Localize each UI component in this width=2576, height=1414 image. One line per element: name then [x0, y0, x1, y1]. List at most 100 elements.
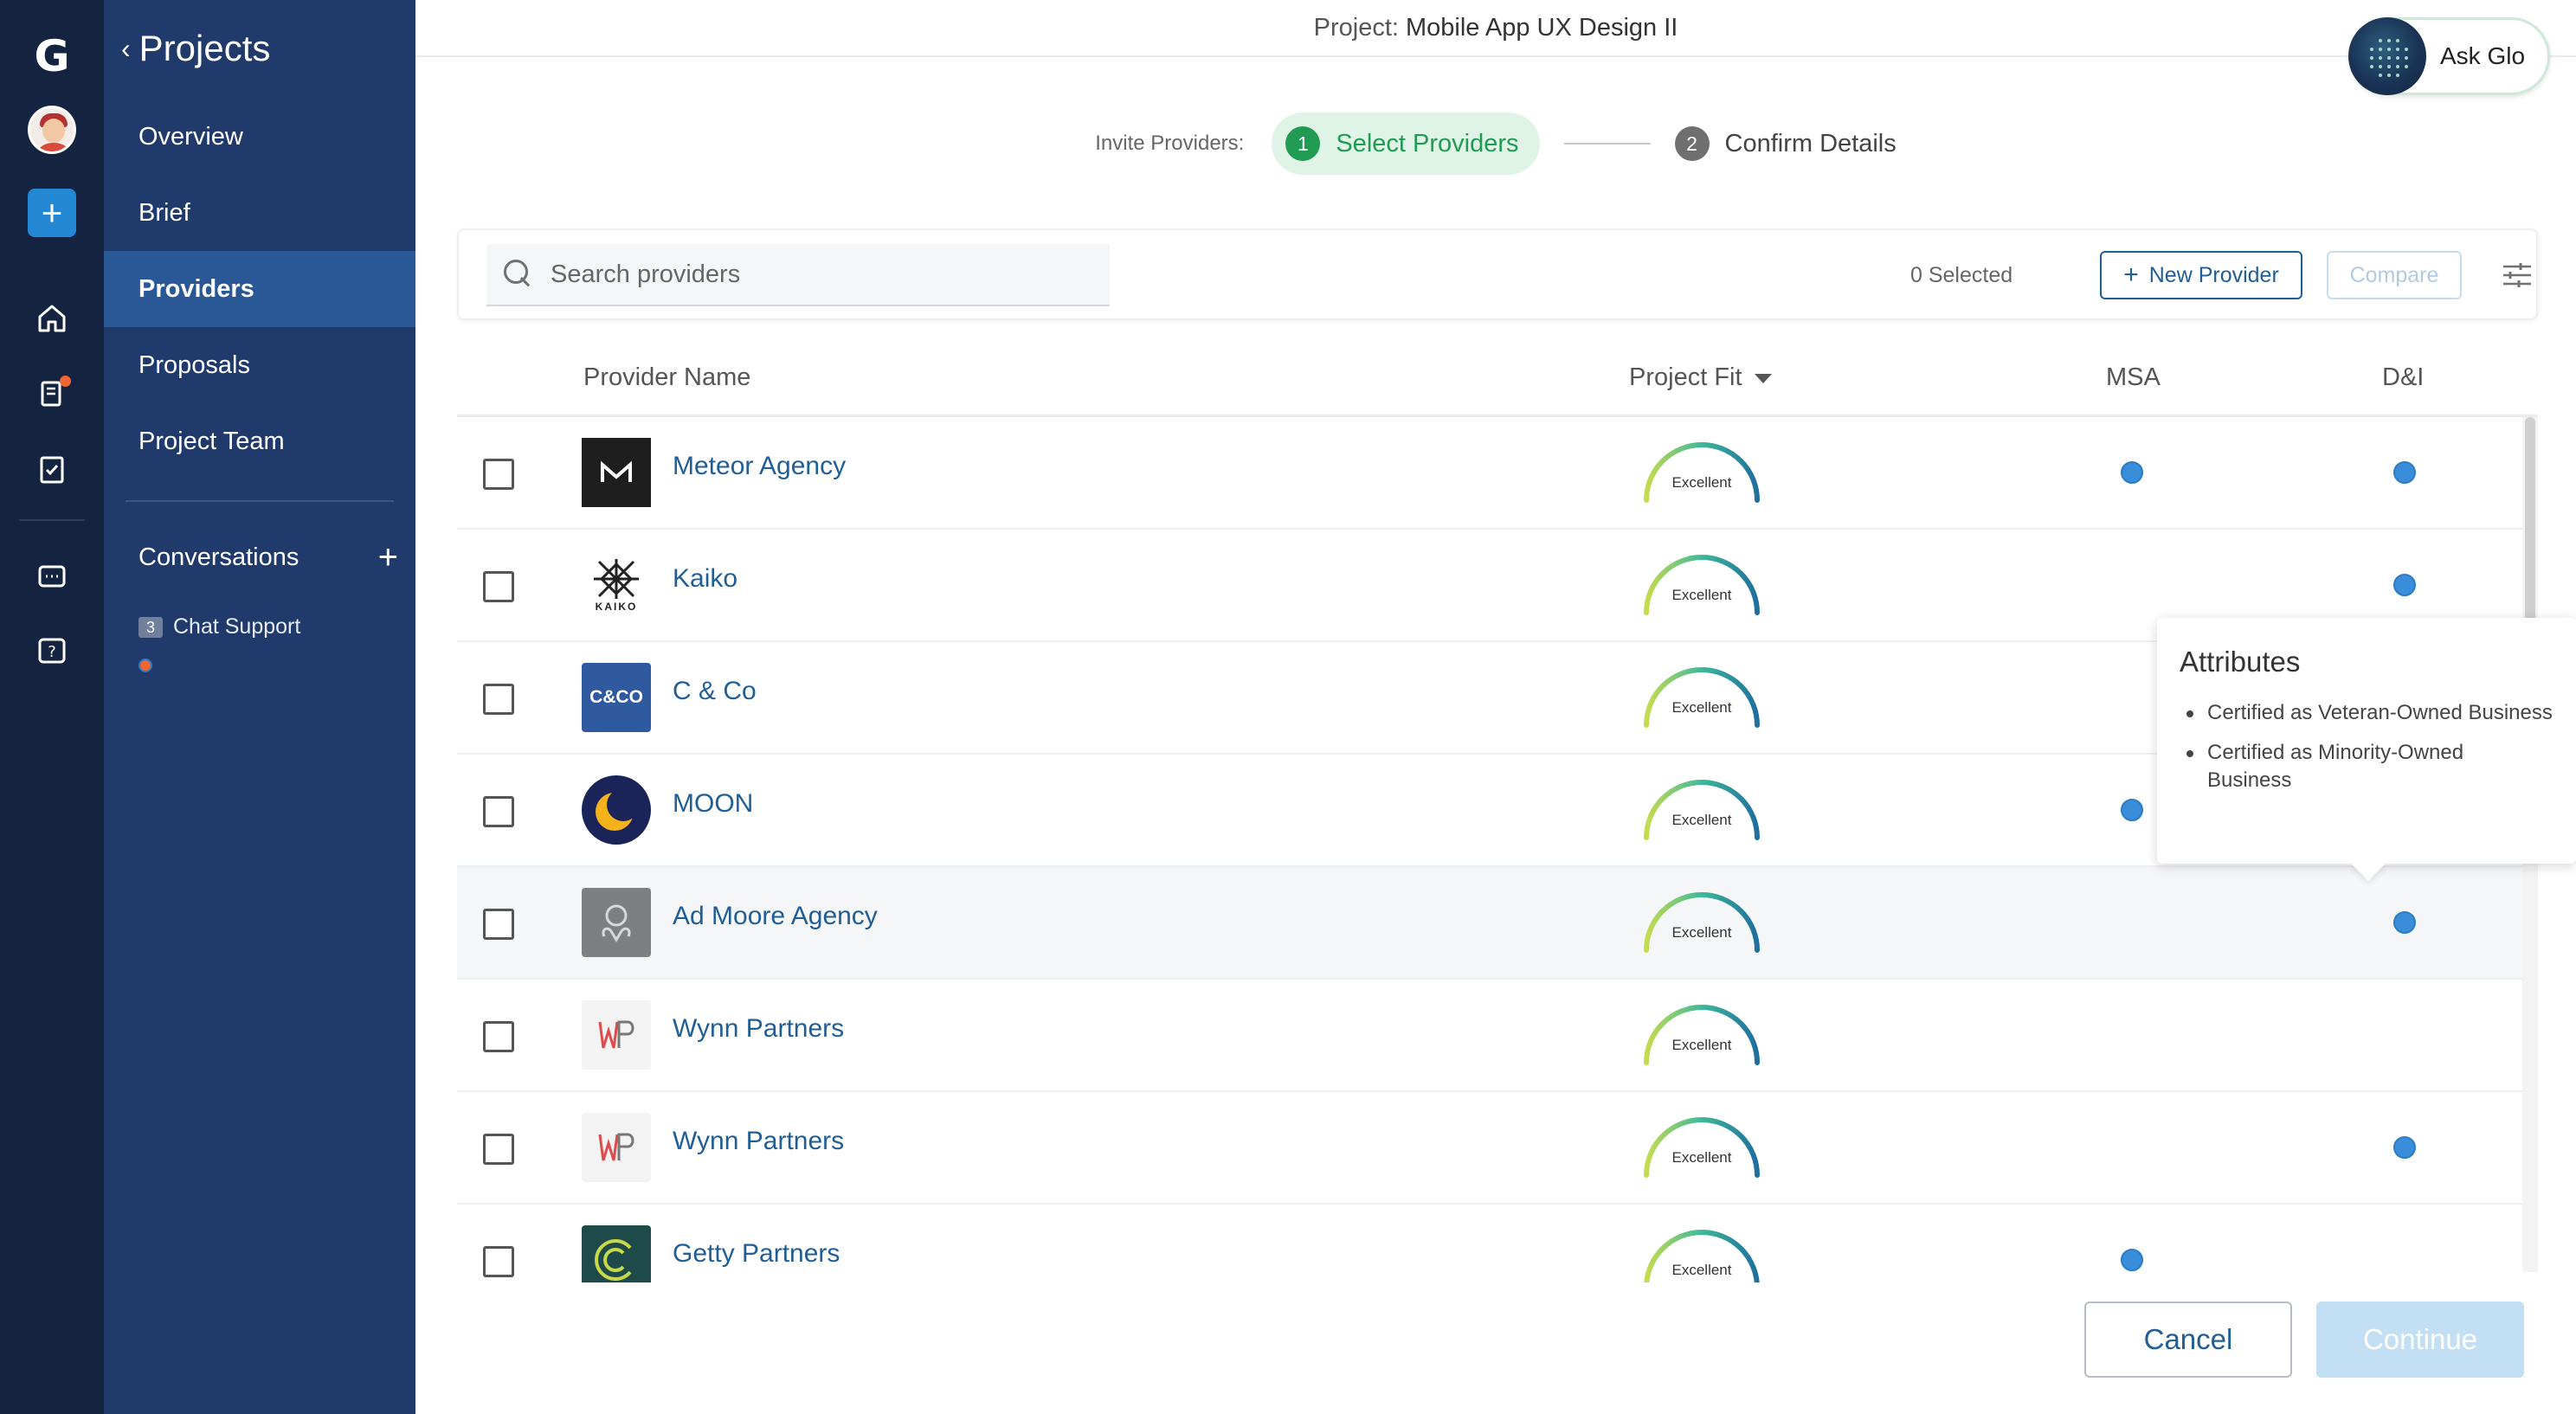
msa-indicator[interactable]: [2121, 461, 2143, 484]
table-row[interactable]: Meteor Agency Excellent: [457, 417, 2522, 530]
msa-indicator[interactable]: [2121, 1249, 2143, 1271]
compare-button[interactable]: Compare: [2327, 251, 2462, 299]
search-input[interactable]: [551, 260, 1087, 289]
column-provider-name[interactable]: Provider Name: [583, 363, 750, 392]
table-row[interactable]: C&CO C & Co Excellent: [457, 642, 2522, 755]
row-checkbox[interactable]: [483, 1021, 514, 1052]
moon-logo: [582, 775, 651, 845]
home-icon[interactable]: [26, 292, 78, 344]
kaiko-logo-text: KAIKO: [595, 601, 638, 613]
kaiko-logo: KAIKO: [582, 550, 651, 620]
filter-settings-icon[interactable]: [2502, 261, 2533, 289]
fit-label: Excellent: [1671, 587, 1732, 603]
admoore-logo: [582, 888, 651, 957]
fit-label: Excellent: [1671, 474, 1732, 491]
project-prefix: Project:: [1313, 13, 1399, 42]
help-icon[interactable]: ?: [26, 625, 78, 677]
column-label: Provider Name: [583, 363, 751, 391]
sidebar-item-providers[interactable]: Providers: [104, 251, 415, 327]
continue-button[interactable]: Continue: [2316, 1302, 2524, 1378]
row-checkbox[interactable]: [483, 796, 514, 827]
fit-label: Excellent: [1671, 812, 1732, 828]
fit-label: Excellent: [1671, 699, 1732, 716]
di-indicator[interactable]: [2393, 461, 2416, 484]
table-header: Provider Name Project Fit MSA D&I: [457, 355, 2538, 417]
chat-icon[interactable]: [26, 550, 78, 602]
search-box[interactable]: [486, 244, 1110, 306]
project-fit-gauge: Excellent: [1641, 1002, 1762, 1080]
meteor-logo: [582, 438, 651, 507]
gauge-arc: [1644, 555, 1760, 615]
documents-icon[interactable]: [26, 367, 78, 419]
row-checkbox[interactable]: [483, 571, 514, 602]
tooltip-title: Attributes: [2180, 646, 2301, 678]
sidebar-item-proposals[interactable]: Proposals: [104, 327, 415, 403]
project-sidebar: ‹ Projects Overview Brief Providers Prop…: [104, 0, 415, 1414]
wynn-logo: [582, 1113, 651, 1182]
sidebar-item-brief[interactable]: Brief: [104, 175, 415, 251]
ask-glo-button[interactable]: Ask Glo: [2348, 17, 2550, 95]
msa-indicator[interactable]: [2121, 799, 2143, 821]
table-row[interactable]: KAIKO Kaiko Excellent: [457, 530, 2522, 642]
fit-label: Excellent: [1671, 1037, 1732, 1053]
create-plus-button[interactable]: +: [28, 189, 76, 237]
cco-logo-text: C&CO: [589, 687, 643, 707]
row-checkbox[interactable]: [483, 684, 514, 715]
project-fit-gauge: Excellent: [1641, 440, 1762, 517]
ask-glo-label: Ask Glo: [2440, 42, 2526, 69]
column-msa[interactable]: MSA: [2106, 363, 2161, 392]
step-confirm-details[interactable]: 2 Confirm Details: [1674, 126, 1897, 161]
di-indicator[interactable]: [2393, 911, 2416, 934]
back-to-projects[interactable]: ‹ Projects: [121, 28, 270, 69]
chat-support-item[interactable]: 3 Chat Support: [138, 614, 398, 672]
add-conversation-icon[interactable]: +: [377, 538, 398, 576]
step-select-providers[interactable]: 1 Select Providers: [1272, 112, 1540, 175]
chat-support-label: Chat Support: [173, 614, 301, 639]
avatar[interactable]: [28, 106, 76, 154]
provider-name-link[interactable]: Kaiko: [673, 564, 738, 593]
gauge-arc: [1644, 892, 1760, 953]
chat-count-badge: 3: [138, 616, 163, 638]
row-checkbox[interactable]: [483, 459, 514, 490]
table-row[interactable]: Wynn Partners Excellent: [457, 1092, 2522, 1205]
column-label: D&I: [2382, 363, 2425, 391]
row-checkbox[interactable]: [483, 1134, 514, 1165]
stepper-lead: Invite Providers:: [1095, 132, 1245, 155]
provider-name-link[interactable]: MOON: [673, 789, 754, 818]
sidebar-item-overview[interactable]: Overview: [104, 99, 415, 175]
sidebar-item-label: Overview: [138, 122, 243, 151]
providers-table-body: Meteor Agency Excellent KAIKO Kaiko Exce…: [457, 417, 2522, 1282]
step-connector: [1563, 143, 1651, 145]
provider-name-link[interactable]: Wynn Partners: [673, 1127, 845, 1155]
provider-name-link[interactable]: Meteor Agency: [673, 452, 847, 480]
cancel-button[interactable]: Cancel: [2084, 1302, 2292, 1378]
row-checkbox[interactable]: [483, 1246, 514, 1277]
column-di[interactable]: D&I: [2382, 363, 2424, 392]
attribute-item: Certified as Minority-Owned Business: [2180, 739, 2553, 794]
fit-label: Excellent: [1671, 1262, 1732, 1278]
new-provider-button[interactable]: + New Provider: [2100, 251, 2302, 299]
provider-name-link[interactable]: C & Co: [673, 677, 757, 705]
sidebar-item-project-team[interactable]: Project Team: [104, 403, 415, 479]
table-row[interactable]: Ad Moore Agency Excellent: [457, 867, 2522, 980]
checklist-icon[interactable]: [26, 443, 78, 495]
gauge-arc: [1644, 1230, 1760, 1282]
conversations-header: Conversations +: [138, 540, 398, 575]
gauge-arc: [1644, 667, 1760, 728]
step-label: Confirm Details: [1724, 129, 1897, 157]
provider-name-link[interactable]: Ad Moore Agency: [673, 902, 878, 930]
column-project-fit[interactable]: Project Fit: [1629, 363, 1772, 392]
app-logo[interactable]: G: [34, 31, 70, 81]
project-fit-gauge: Excellent: [1641, 552, 1762, 630]
attribute-item: Certified as Veteran-Owned Business: [2180, 699, 2553, 727]
table-row[interactable]: MOON Excellent: [457, 755, 2522, 867]
user-avatar[interactable]: [26, 104, 78, 156]
provider-name-link[interactable]: Wynn Partners: [673, 1014, 845, 1043]
table-row[interactable]: Getty Partners Excellent: [457, 1205, 2522, 1282]
provider-name-link[interactable]: Getty Partners: [673, 1239, 840, 1268]
row-checkbox[interactable]: [483, 909, 514, 940]
table-row[interactable]: Wynn Partners Excellent: [457, 980, 2522, 1092]
di-indicator[interactable]: [2393, 574, 2416, 596]
glo-orb-icon: [2348, 17, 2426, 95]
di-indicator[interactable]: [2393, 1136, 2416, 1159]
